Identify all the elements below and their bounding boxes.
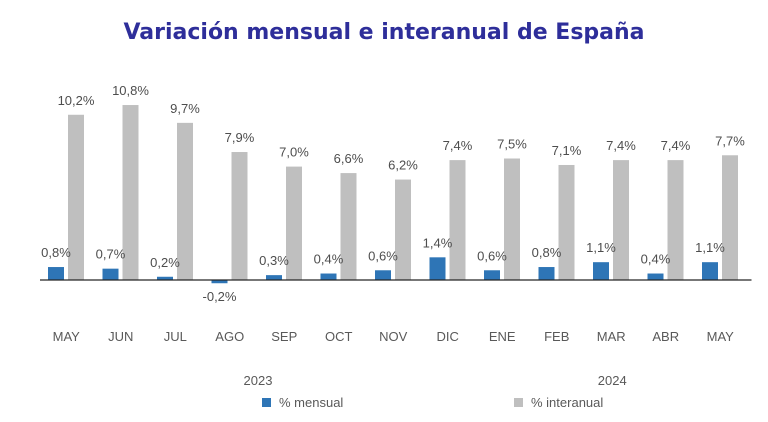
x-tick-4: SEP	[271, 329, 297, 344]
legend: % mensual % interanual	[262, 395, 603, 410]
x-tick-7: DIC	[437, 329, 459, 344]
bar-mensual-10	[593, 262, 609, 280]
bar-interanual-1	[122, 105, 139, 280]
bar-interanual-5	[340, 173, 357, 280]
label-interanual-4: 7,0%	[279, 145, 309, 160]
label-interanual-1: 10,8%	[112, 83, 149, 98]
label-interanual-12: 7,7%	[715, 133, 745, 148]
x-tick-10: MAR	[597, 329, 626, 344]
label-mensual-8: 0,6%	[477, 248, 507, 263]
bar-mensual-11	[647, 273, 664, 280]
bar-interanual-7	[449, 160, 466, 280]
legend-swatch-0	[262, 398, 271, 407]
legend-swatch-1	[514, 398, 523, 407]
legend-label-0: % mensual	[279, 395, 343, 410]
x-tick-8: ENE	[489, 329, 516, 344]
label-mensual-6: 0,6%	[368, 248, 398, 263]
x-tick-1: JUN	[108, 329, 133, 344]
label-interanual-2: 9,7%	[170, 101, 200, 116]
year-label-2023: 2023	[244, 373, 273, 388]
label-interanual-6: 6,2%	[388, 158, 418, 173]
label-interanual-3: 7,9%	[225, 130, 255, 145]
year-label-2024: 2024	[598, 373, 627, 388]
bar-mensual-12	[702, 262, 718, 280]
value-labels-layer: 10,2% 0,8% 10,8% 0,7% 9,7% 0,2% 7,9% -0,2% 7,0% 0…	[41, 83, 745, 304]
bar-mensual-2	[157, 276, 173, 280]
bar-interanual-11	[667, 160, 684, 280]
label-mensual-3: -0,2%	[203, 289, 237, 304]
bar-mensual-3	[211, 280, 228, 284]
label-interanual-7: 7,4%	[443, 138, 473, 153]
x-tick-9: FEB	[544, 329, 569, 344]
bar-mensual-4	[266, 275, 282, 280]
bar-interanual-12	[722, 155, 738, 280]
bar-interanual-9	[558, 164, 575, 280]
x-tick-2: JUL	[164, 329, 187, 344]
label-mensual-7: 1,4%	[423, 235, 453, 250]
label-mensual-9: 0,8%	[532, 245, 562, 260]
bar-mensual-7	[429, 257, 446, 280]
label-interanual-10: 7,4%	[606, 138, 636, 153]
label-interanual-8: 7,5%	[497, 137, 527, 152]
bar-interanual-3	[231, 152, 248, 280]
bar-mensual-1	[102, 268, 119, 280]
year-labels: 2023 2024	[244, 373, 627, 388]
label-mensual-1: 0,7%	[96, 247, 126, 262]
label-mensual-12: 1,1%	[695, 240, 725, 255]
x-tick-3: AGO	[215, 329, 244, 344]
label-mensual-10: 1,1%	[586, 240, 616, 255]
label-interanual-5: 6,6%	[334, 151, 364, 166]
x-tick-12: MAY	[707, 329, 735, 344]
label-interanual-9: 7,1%	[552, 143, 582, 158]
bar-interanual-4	[286, 166, 302, 280]
x-tick-0: MAY	[53, 329, 81, 344]
x-tick-11: ABR	[652, 329, 679, 344]
bar-interanual-8	[504, 158, 520, 280]
bar-mensual-9	[538, 267, 555, 280]
bar-mensual-5	[320, 273, 337, 280]
chart-title: Variación mensual e interanual de España	[123, 20, 645, 45]
bar-interanual-0	[68, 114, 84, 280]
label-mensual-0: 0,8%	[41, 245, 71, 260]
label-mensual-11: 0,4%	[641, 252, 671, 267]
bars-layer	[48, 105, 738, 284]
bar-interanual-10	[613, 160, 629, 280]
label-mensual-5: 0,4%	[314, 252, 344, 267]
bar-mensual-6	[375, 270, 391, 280]
bar-interanual-6	[395, 179, 411, 280]
x-tick-labels: MAY JUN JUL AGO SEP OCT NOV DIC ENE FEB MAR ABR MAY	[53, 329, 735, 344]
bar-interanual-2	[177, 122, 193, 280]
label-interanual-0: 10,2%	[58, 93, 95, 108]
x-tick-5: OCT	[325, 329, 353, 344]
label-mensual-4: 0,3%	[259, 253, 289, 268]
label-mensual-2: 0,2%	[150, 255, 180, 270]
bar-mensual-0	[48, 267, 64, 280]
bar-mensual-8	[484, 270, 500, 280]
label-interanual-11: 7,4%	[661, 138, 691, 153]
legend-label-1: % interanual	[531, 395, 603, 410]
x-tick-6: NOV	[379, 329, 408, 344]
